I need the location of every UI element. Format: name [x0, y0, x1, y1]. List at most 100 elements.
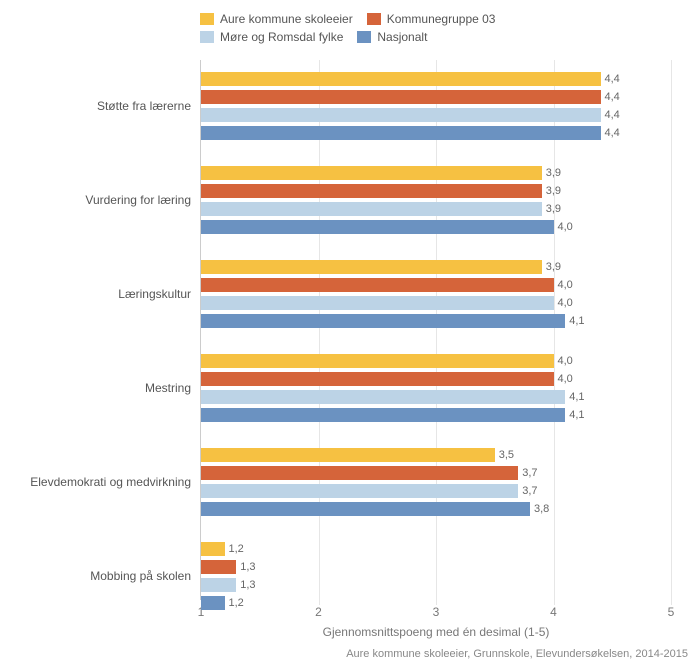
bar-row: 3,7	[201, 484, 671, 498]
bar: 3,9	[201, 202, 542, 216]
legend-swatch	[200, 13, 214, 25]
bar-row: 4,1	[201, 314, 671, 328]
bar-value-label: 4,4	[601, 127, 620, 139]
bar: 1,3	[201, 578, 236, 592]
legend-label: Kommunegruppe 03	[387, 12, 496, 26]
bar-value-label: 4,0	[554, 355, 573, 367]
bar-value-label: 1,2	[225, 543, 244, 555]
category-label: Vurdering for læring	[1, 193, 201, 207]
bar-row: 3,9	[201, 184, 671, 198]
bar-row: 3,9	[201, 166, 671, 180]
bar: 4,0	[201, 296, 554, 310]
bar-row: 4,4	[201, 108, 671, 122]
bar-row: 1,2	[201, 542, 671, 556]
bar-value-label: 1,3	[236, 561, 255, 573]
bar-value-label: 4,4	[601, 109, 620, 121]
legend: Aure kommune skoleeier Kommunegruppe 03 …	[200, 10, 580, 46]
bar: 3,9	[201, 166, 542, 180]
bar-row: 4,0	[201, 372, 671, 386]
legend-label: Møre og Romsdal fylke	[220, 30, 343, 44]
bar-row: 1,2	[201, 596, 671, 610]
bar-row: 4,0	[201, 220, 671, 234]
bar: 1,2	[201, 542, 225, 556]
bar-value-label: 3,7	[518, 485, 537, 497]
bar-value-label: 4,1	[565, 409, 584, 421]
legend-item-nasj: Nasjonalt	[357, 30, 427, 44]
bar-row: 1,3	[201, 578, 671, 592]
category-group: Mestring4,04,04,14,1	[201, 354, 671, 422]
bar-row: 4,1	[201, 408, 671, 422]
bar-row: 3,5	[201, 448, 671, 462]
bar: 4,4	[201, 126, 601, 140]
bar: 3,5	[201, 448, 495, 462]
bar-row: 1,3	[201, 560, 671, 574]
bar: 4,4	[201, 90, 601, 104]
legend-swatch	[200, 31, 214, 43]
legend-item-aure: Aure kommune skoleeier	[200, 12, 353, 26]
bar: 4,4	[201, 108, 601, 122]
bar-value-label: 3,9	[542, 261, 561, 273]
bar-value-label: 4,1	[565, 315, 584, 327]
bar-value-label: 4,0	[554, 373, 573, 385]
bar-row: 4,4	[201, 90, 671, 104]
legend-swatch	[357, 31, 371, 43]
category-group: Mobbing på skolen1,21,31,31,2	[201, 542, 671, 610]
bar-value-label: 4,4	[601, 73, 620, 85]
bar: 4,1	[201, 390, 565, 404]
category-group: Støtte fra lærerne4,44,44,44,4	[201, 72, 671, 140]
x-axis-label: Gjennomsnittspoeng med én desimal (1-5)	[201, 625, 671, 639]
bar: 4,4	[201, 72, 601, 86]
bar-value-label: 3,7	[518, 467, 537, 479]
bar: 4,0	[201, 278, 554, 292]
bar-row: 3,7	[201, 466, 671, 480]
category-group: Læringskultur3,94,04,04,1	[201, 260, 671, 328]
category-group: Elevdemokrati og medvirkning3,53,73,73,8	[201, 448, 671, 516]
gridline	[554, 60, 555, 605]
bar: 3,7	[201, 466, 518, 480]
bar-value-label: 3,9	[542, 203, 561, 215]
bar-value-label: 4,1	[565, 391, 584, 403]
bar: 1,2	[201, 596, 225, 610]
legend-item-mrf: Møre og Romsdal fylke	[200, 30, 343, 44]
bar-value-label: 4,0	[554, 297, 573, 309]
bar-row: 3,8	[201, 502, 671, 516]
bar-value-label: 1,3	[236, 579, 255, 591]
chart-root: Aure kommune skoleeier Kommunegruppe 03 …	[0, 0, 700, 668]
category-label: Mobbing på skolen	[1, 569, 201, 583]
plot-area: Gjennomsnittspoeng med én desimal (1-5) …	[200, 60, 671, 600]
category-label: Læringskultur	[1, 287, 201, 301]
legend-item-kg03: Kommunegruppe 03	[367, 12, 496, 26]
bar: 4,0	[201, 372, 554, 386]
bar-row: 4,4	[201, 126, 671, 140]
bar: 4,1	[201, 314, 565, 328]
category-label: Mestring	[1, 381, 201, 395]
bar-value-label: 4,0	[554, 221, 573, 233]
bar: 3,7	[201, 484, 518, 498]
bar-value-label: 3,9	[542, 167, 561, 179]
legend-swatch	[367, 13, 381, 25]
bar: 3,8	[201, 502, 530, 516]
bar-row: 4,1	[201, 390, 671, 404]
category-group: Vurdering for læring3,93,93,94,0	[201, 166, 671, 234]
bar: 3,9	[201, 260, 542, 274]
bar-value-label: 1,2	[225, 597, 244, 609]
legend-label: Nasjonalt	[377, 30, 427, 44]
category-label: Elevdemokrati og medvirkning	[1, 475, 201, 489]
bar: 1,3	[201, 560, 236, 574]
chart-footer: Aure kommune skoleeier, Grunnskole, Elev…	[346, 648, 688, 660]
gridline	[436, 60, 437, 605]
bar-row: 4,0	[201, 296, 671, 310]
legend-row-2: Møre og Romsdal fylke Nasjonalt	[200, 28, 580, 46]
bar-row: 3,9	[201, 260, 671, 274]
bar: 4,0	[201, 220, 554, 234]
legend-label: Aure kommune skoleeier	[220, 12, 353, 26]
bar: 3,9	[201, 184, 542, 198]
category-label: Støtte fra lærerne	[1, 99, 201, 113]
bar-row: 3,9	[201, 202, 671, 216]
bar-value-label: 3,5	[495, 449, 514, 461]
gridline	[671, 60, 672, 605]
bar-value-label: 3,9	[542, 185, 561, 197]
bar-row: 4,0	[201, 354, 671, 368]
bar-row: 4,0	[201, 278, 671, 292]
legend-row-1: Aure kommune skoleeier Kommunegruppe 03	[200, 10, 580, 28]
